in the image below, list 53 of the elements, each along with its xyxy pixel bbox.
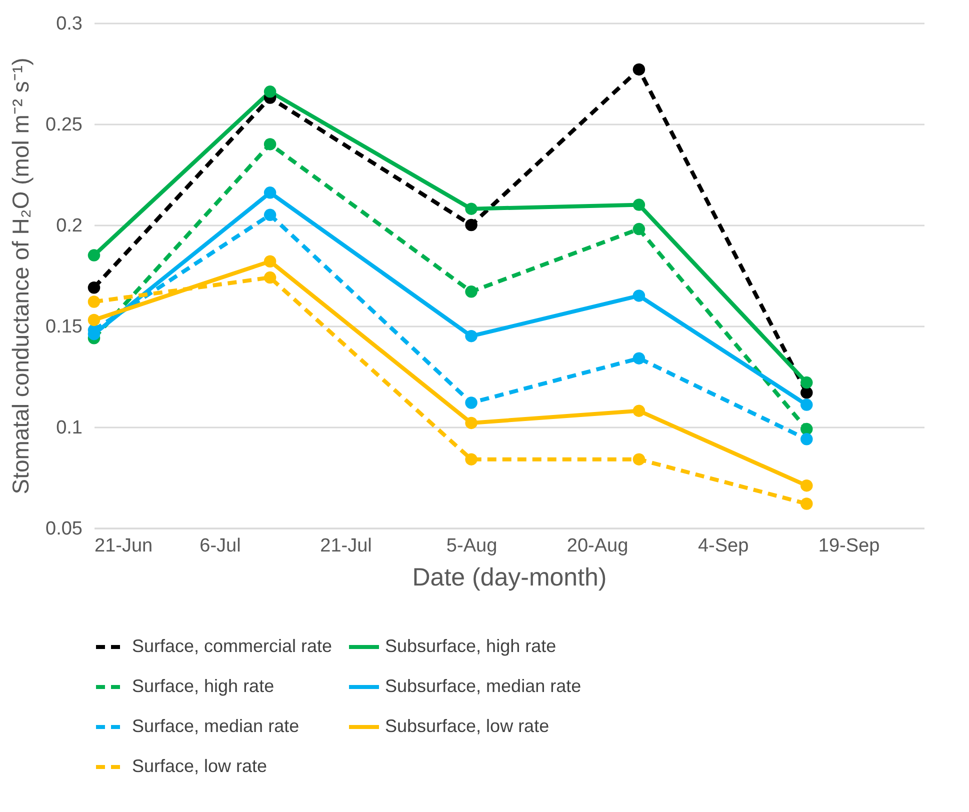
point <box>88 249 100 262</box>
legend-label: Surface, commercial rate <box>132 636 332 656</box>
point <box>264 255 276 268</box>
point <box>88 282 100 294</box>
point <box>264 138 276 150</box>
legend-label: Subsurface, low rate <box>385 716 550 736</box>
point <box>465 330 478 342</box>
point <box>88 296 100 308</box>
point <box>632 453 646 466</box>
point <box>800 376 813 389</box>
point <box>632 352 646 364</box>
point <box>264 208 276 222</box>
point <box>88 314 100 326</box>
point <box>632 290 646 302</box>
y-axis-title: Stomatal conductance of H₂O (mol m⁻² s⁻¹) <box>8 58 34 494</box>
point <box>800 422 813 436</box>
point <box>465 286 478 298</box>
point <box>800 479 813 492</box>
point <box>800 398 813 411</box>
x-tick-label: 6-Jul <box>200 536 241 556</box>
point <box>800 386 813 399</box>
x-tick-label: 21-Jul <box>320 536 372 556</box>
point <box>632 222 646 236</box>
legend-label: Surface, high rate <box>132 676 274 696</box>
legend-label: Surface, low rate <box>132 756 268 776</box>
x-tick-label: 5-Aug <box>446 536 498 556</box>
point <box>632 404 646 417</box>
x-tick-label: 20-Aug <box>566 536 628 556</box>
point <box>465 416 478 430</box>
y-tick-label: 0.25 <box>46 114 82 136</box>
x-tick-label: 19-Sep <box>818 536 880 556</box>
y-tick-label: 0.2 <box>56 216 82 236</box>
y-tick-label: 0.05 <box>46 518 82 540</box>
x-axis-title: Date (day-month) <box>412 564 607 592</box>
point <box>465 396 478 409</box>
legend-label: Surface, median rate <box>132 716 300 736</box>
y-tick-label: 0.15 <box>46 316 82 338</box>
y-tick-label: 0.1 <box>56 418 82 438</box>
point <box>632 198 646 211</box>
point <box>264 271 276 284</box>
y-tick-label: 0.3 <box>56 14 82 34</box>
legend-label: Subsurface, median rate <box>385 676 582 696</box>
point <box>800 498 813 510</box>
legend-label: Subsurface, high rate <box>385 636 556 656</box>
point <box>465 453 478 466</box>
point <box>264 86 276 98</box>
x-tick-label: 4-Sep <box>698 536 749 556</box>
point <box>632 63 646 76</box>
point <box>800 433 813 446</box>
point <box>264 186 276 199</box>
point <box>465 202 478 215</box>
x-tick-label: 21-Jun <box>94 536 153 556</box>
point <box>465 218 478 232</box>
